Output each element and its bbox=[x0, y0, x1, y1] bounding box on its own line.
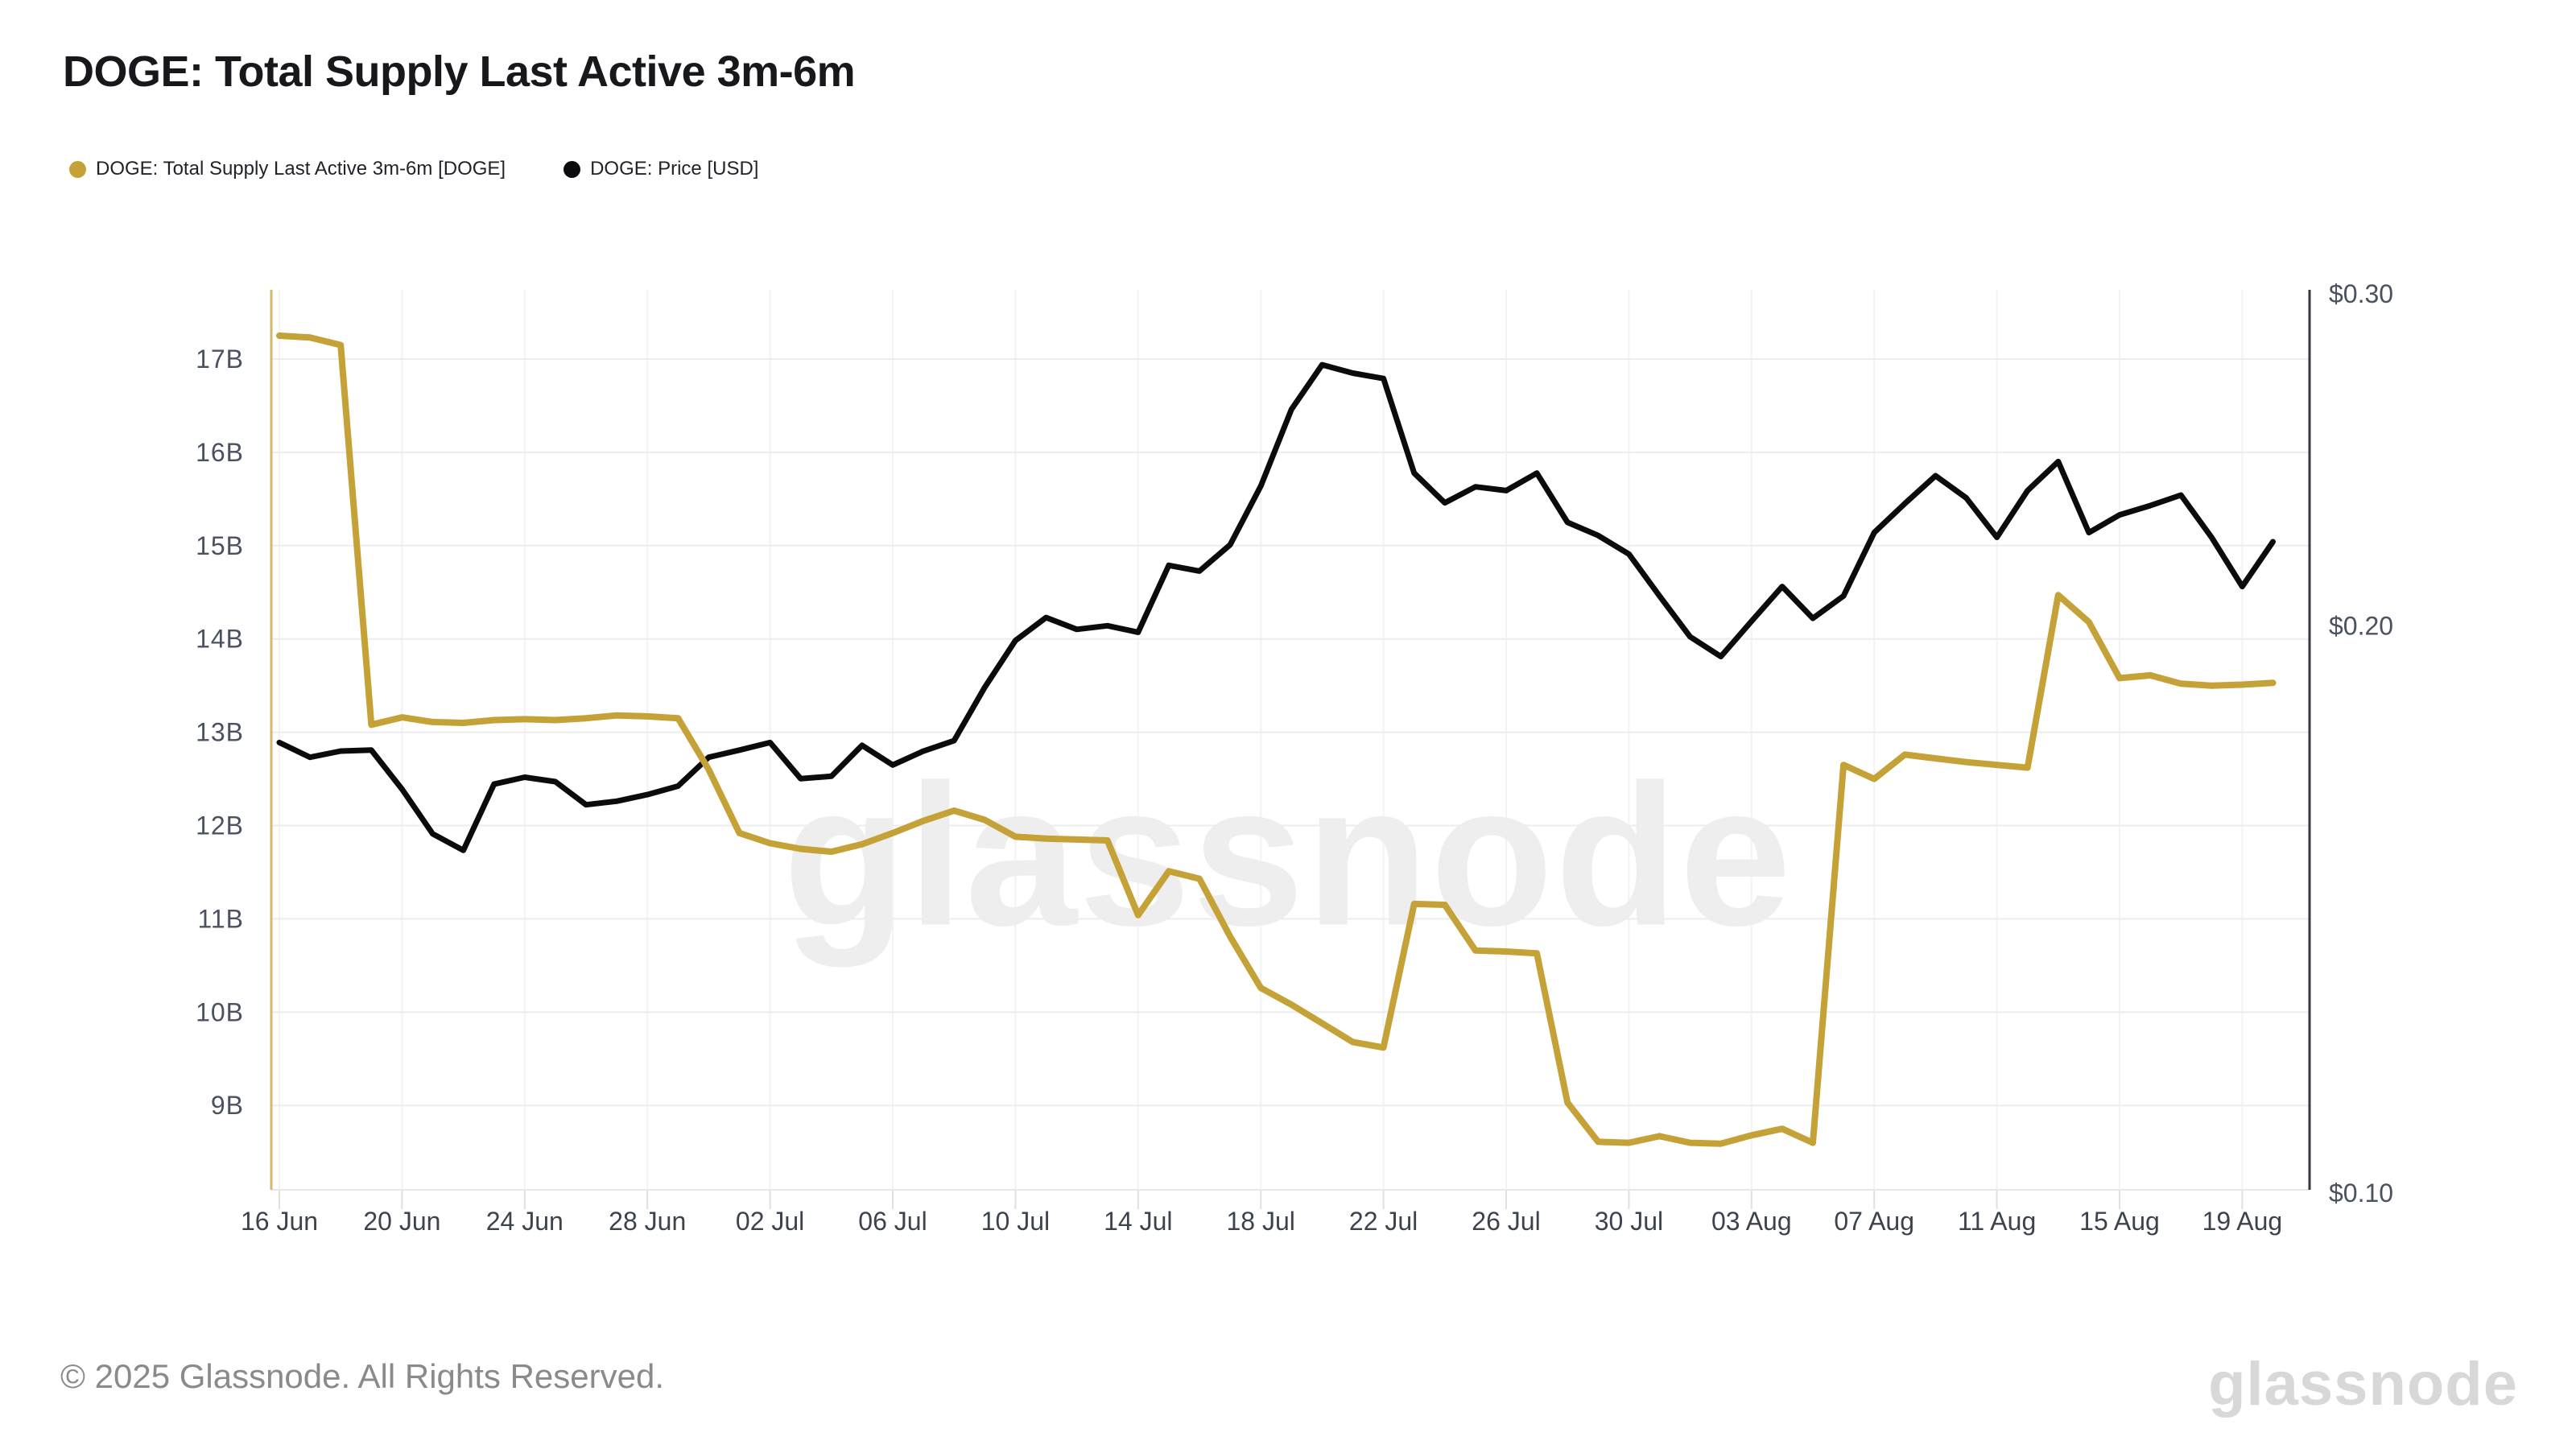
y-axis-label-left: 9B bbox=[211, 1091, 244, 1120]
x-axis-label: 26 Jul bbox=[1472, 1207, 1540, 1236]
x-axis-label: 14 Jul bbox=[1104, 1207, 1172, 1236]
legend-dot-supply-icon bbox=[69, 160, 86, 178]
x-axis-label: 02 Jul bbox=[736, 1207, 804, 1236]
price-line bbox=[276, 361, 2276, 853]
x-axis-label: 30 Jul bbox=[1595, 1207, 1663, 1236]
legend: DOGE: Total Supply Last Active 3m-6m [DO… bbox=[69, 158, 758, 180]
y-axis-label-left: 16B bbox=[196, 438, 244, 467]
y-axis-label-left: 15B bbox=[196, 531, 244, 560]
y-axis-label-right: $0.10 bbox=[2329, 1179, 2393, 1208]
y-axis-label-left: 11B bbox=[197, 904, 244, 933]
x-axis-label: 22 Jul bbox=[1349, 1207, 1418, 1236]
y-axis-label-left: 12B bbox=[196, 811, 244, 840]
watermark-glassnode: glassnode bbox=[783, 743, 1793, 968]
y-axis-label-left: 14B bbox=[196, 625, 244, 654]
x-axis-label: 07 Aug bbox=[1834, 1207, 1914, 1236]
legend-label-supply: DOGE: Total Supply Last Active 3m-6m [DO… bbox=[96, 158, 506, 180]
legend-label-price: DOGE: Price [USD] bbox=[590, 158, 759, 180]
legend-item-price[interactable]: DOGE: Price [USD] bbox=[564, 158, 758, 180]
y-axis-label-right: $0.30 bbox=[2329, 279, 2393, 308]
x-axis-label: 18 Jul bbox=[1227, 1207, 1295, 1236]
x-axis-label: 20 Jun bbox=[363, 1207, 440, 1236]
x-axis-label: 03 Aug bbox=[1711, 1207, 1792, 1236]
y-axis-label-left: 17B bbox=[196, 345, 244, 374]
supply-line bbox=[276, 332, 2277, 1147]
x-axis-label: 28 Jun bbox=[609, 1207, 686, 1236]
y-axis-label-left: 10B bbox=[196, 997, 244, 1026]
x-axis-label: 10 Jul bbox=[981, 1207, 1050, 1236]
y-axis-label-left: 13B bbox=[196, 718, 244, 747]
brand-logo: glassnode bbox=[2208, 1350, 2518, 1418]
x-axis-label: 06 Jul bbox=[858, 1207, 927, 1236]
page-title: DOGE: Total Supply Last Active 3m-6m bbox=[63, 47, 856, 96]
y-axis-label-right: $0.20 bbox=[2329, 611, 2393, 640]
x-axis-label: 15 Aug bbox=[2079, 1207, 2160, 1236]
x-axis-label: 16 Jun bbox=[241, 1207, 318, 1236]
legend-dot-price-icon bbox=[564, 160, 581, 178]
x-axis-label: 11 Aug bbox=[1958, 1207, 2036, 1236]
x-axis-label: 24 Jun bbox=[486, 1207, 564, 1236]
legend-item-supply[interactable]: DOGE: Total Supply Last Active 3m-6m [DO… bbox=[69, 158, 506, 180]
x-axis-label: 19 Aug bbox=[2202, 1207, 2283, 1236]
copyright: © 2025 Glassnode. All Rights Reserved. bbox=[60, 1357, 665, 1395]
